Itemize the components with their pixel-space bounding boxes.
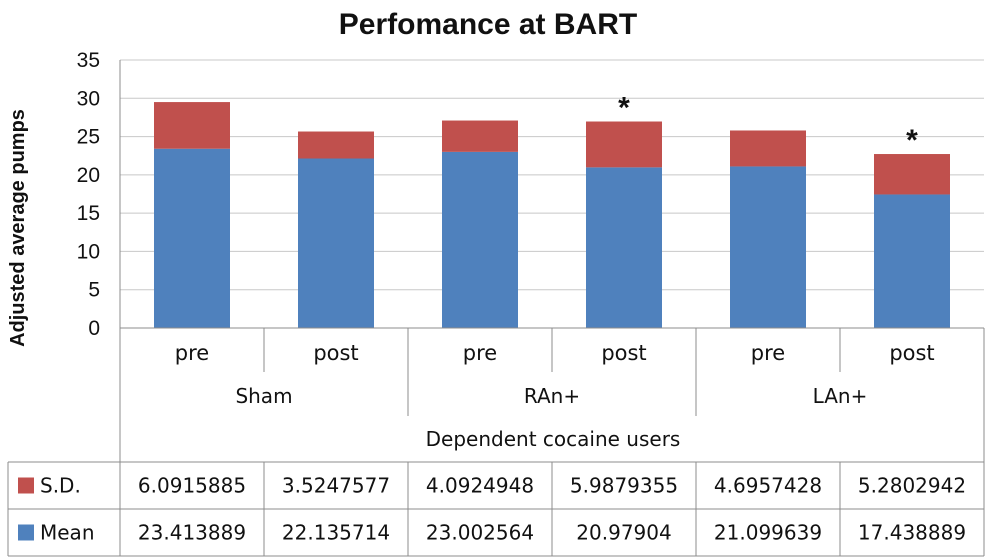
bar-sd (298, 131, 374, 159)
data-label: 23.002564 (426, 521, 534, 545)
legend-swatch (18, 524, 34, 541)
bar-mean (442, 151, 518, 328)
bar-mean (730, 166, 806, 328)
data-label: 21.099639 (714, 521, 822, 545)
data-label: 4.6957428 (714, 474, 822, 498)
bar-sd (442, 120, 518, 152)
data-label: 3.5247577 (282, 474, 390, 498)
data-label: 4.0924948 (426, 474, 534, 498)
bars (154, 102, 950, 328)
x-tick-label: pre (463, 341, 497, 365)
y-axis-ticks: 0 5 10 15 20 25 30 35 (77, 49, 100, 340)
bar-mean (586, 167, 662, 328)
gridlines (120, 59, 984, 329)
group-label: LAn+ (813, 384, 868, 408)
x-tick-label: post (889, 341, 934, 365)
legend-label: S.D. (40, 474, 81, 498)
chart-title: Perfomance at BART (339, 8, 637, 41)
x-axis-labels: pre post Sham pre post RAn+ pre post LAn+ (175, 341, 935, 408)
y-tick-label: 0 (88, 317, 100, 340)
annotations: ** (618, 92, 918, 158)
significance-marker: * (906, 124, 918, 157)
x-tick-label: pre (751, 341, 785, 365)
y-axis-label: Adjusted average pumps (7, 109, 29, 347)
y-tick-label: 30 (77, 87, 100, 110)
x-tick-label: post (313, 341, 358, 365)
bar-sd (874, 154, 950, 195)
bar-mean (154, 148, 230, 328)
axis-and-table-lines (7, 60, 985, 557)
y-tick-label: 35 (77, 49, 100, 72)
legend-swatch (18, 477, 34, 494)
data-label: 22.135714 (282, 521, 390, 545)
data-label: 17.438889 (858, 521, 966, 545)
y-tick-label: 20 (77, 164, 100, 187)
bar-mean (298, 158, 374, 328)
y-tick-label: 5 (88, 279, 100, 302)
x-tick-label: post (601, 341, 646, 365)
data-label: 20.97904 (576, 521, 671, 545)
group-label: RAn+ (524, 384, 580, 408)
bar-sd (154, 102, 230, 149)
data-label: 6.0915885 (138, 474, 246, 498)
y-tick-label: 15 (77, 202, 100, 225)
bar-sd (586, 121, 662, 168)
data-label: 5.9879355 (570, 474, 678, 498)
data-label: 23.413889 (138, 521, 246, 545)
data-label: 5.2802942 (858, 474, 966, 498)
x-tick-label: pre (175, 341, 209, 365)
x-axis-title: Dependent cocaine users (426, 427, 681, 451)
bar-mean (874, 194, 950, 328)
group-label: Sham (235, 384, 292, 408)
significance-marker: * (618, 92, 630, 125)
y-tick-label: 10 (77, 240, 100, 263)
y-tick-label: 25 (77, 126, 100, 149)
bar-sd (730, 130, 806, 167)
legend-label: Mean (40, 521, 95, 545)
data-table: S.D. 6.0915885 3.5247577 4.0924948 5.9879355… (18, 474, 966, 545)
